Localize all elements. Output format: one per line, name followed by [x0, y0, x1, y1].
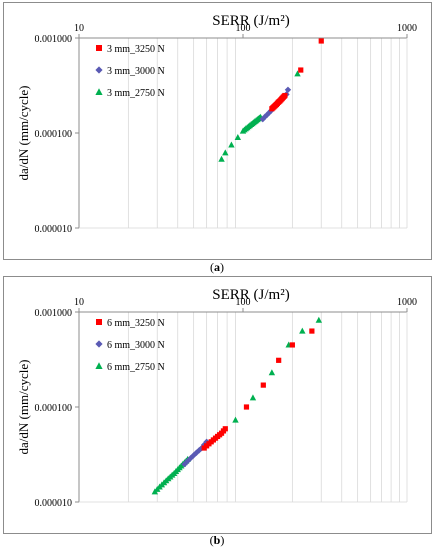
data-point — [315, 316, 323, 323]
y-tick-label: 0.000100 — [35, 129, 73, 140]
y-tick-label: 0.001000 — [35, 308, 73, 319]
legend: 3 mm_3250 N 3 mm_3000 N 3 mm_2750 N — [95, 44, 165, 99]
y-axis-label: da/dN (mm/cycle) — [16, 360, 31, 455]
data-point — [282, 92, 288, 99]
legend-marker — [96, 319, 102, 325]
data-point — [260, 382, 266, 388]
y-tick-label: 0.000010 — [35, 498, 73, 509]
data-point — [284, 86, 292, 93]
data-point — [289, 342, 295, 348]
caption-letter: b — [213, 533, 221, 547]
legend-marker — [95, 362, 103, 369]
legend-label: 3 mm_3000 N — [107, 66, 165, 77]
series-0 — [269, 38, 324, 112]
data-point — [218, 155, 225, 162]
series-2 — [151, 316, 323, 495]
data-point — [298, 67, 304, 73]
data-point — [299, 327, 306, 334]
y-tick-label: 0.000010 — [35, 224, 73, 235]
x-tick-label: 10 — [74, 297, 84, 308]
data-point — [268, 369, 276, 376]
legend: 6 mm_3250 N 6 mm_3000 N 6 mm_2750 N — [95, 318, 165, 373]
grid — [127, 312, 400, 502]
data-point — [276, 357, 282, 363]
data-point — [222, 149, 229, 156]
legend-label: 6 mm_3250 N — [107, 318, 165, 329]
y-axis-label: da/dN (mm/cycle) — [16, 86, 31, 181]
x-tick-label: 100 — [236, 23, 251, 34]
legend-marker — [96, 45, 102, 51]
data-point — [243, 404, 250, 410]
legend-label: 6 mm_3000 N — [107, 340, 165, 351]
x-tick-label: 10 — [74, 23, 84, 34]
caption-b: (b) — [209, 533, 225, 547]
data-point — [265, 109, 273, 117]
y-tick-label: 0.000100 — [35, 403, 73, 414]
legend-marker — [95, 88, 103, 95]
legend-label: 6 mm_2750 N — [107, 362, 165, 373]
chart-title: SERR (J/m²) — [212, 13, 289, 29]
legend-label: 3 mm_3250 N — [107, 44, 165, 55]
y-tick-label: 0.001000 — [35, 34, 73, 45]
x-tick-label: 1000 — [397, 297, 417, 308]
data-point — [294, 70, 301, 77]
series-1 — [181, 438, 210, 468]
legend-marker — [95, 66, 103, 74]
legend-label: 3 mm_2750 N — [107, 88, 165, 99]
data-point — [309, 328, 315, 334]
legend-marker — [95, 340, 103, 348]
data-point — [318, 38, 324, 44]
chart-panel-b: 0.000010 0.000100 0.001000 10 100 1000 SERR (J… — [3, 276, 432, 534]
data-point — [222, 426, 228, 432]
data-point — [232, 416, 239, 423]
chart-title: SERR (J/m²) — [212, 287, 289, 303]
series-2 — [218, 70, 301, 162]
grid — [127, 38, 400, 228]
data-point — [195, 447, 203, 454]
chart-panel-a: 0.000010 0.000100 0.001000 10 100 1000 SERR (J… — [3, 2, 432, 260]
caption-a: (a) — [210, 260, 224, 274]
x-tick-label: 100 — [236, 297, 251, 308]
data-point — [234, 133, 242, 140]
caption-letter: a — [214, 260, 220, 274]
data-point — [249, 394, 257, 401]
series-0 — [201, 328, 315, 451]
x-tick-label: 1000 — [397, 23, 417, 34]
data-point — [228, 141, 235, 148]
